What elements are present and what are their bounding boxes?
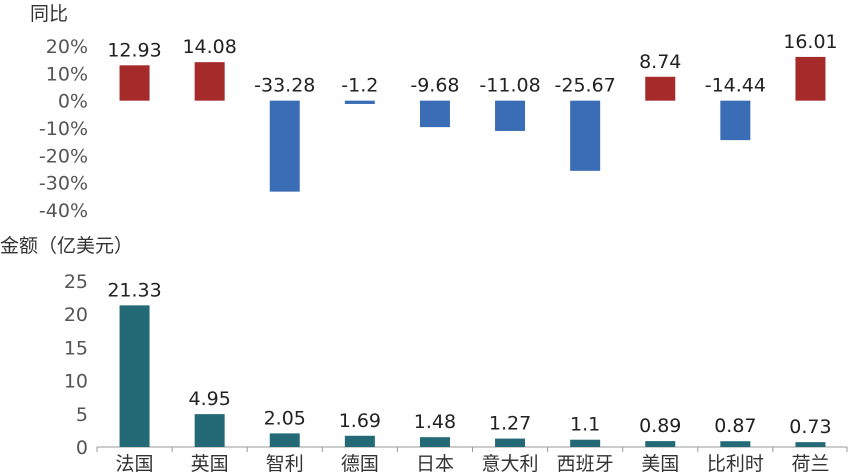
yoy-data-label: -1.2	[341, 75, 378, 97]
amount-data-label: 2.05	[264, 407, 306, 429]
yoy-bar	[419, 100, 450, 128]
top-y-tick-label: -20%	[39, 145, 88, 167]
amount-data-label: 1.1	[570, 414, 600, 436]
top-y-tick-label: -40%	[39, 200, 88, 222]
amount-bar-chart: 25 20 15 10 5 0 21.33 法国 4.95 英国 2.05 智利 1.69 德国 1.48 日…	[64, 271, 848, 474]
yoy-bar	[795, 56, 826, 101]
amount-data-label: 21.33	[107, 279, 161, 301]
bottom-y-tick-label: 25	[64, 271, 88, 293]
category-label: 德国	[341, 453, 379, 474]
amount-bar	[419, 437, 450, 447]
bottom-y-tick-label: 5	[76, 404, 88, 426]
top-chart-ylabel: 同比	[30, 3, 68, 25]
amount-bar	[495, 438, 526, 447]
bottom-y-tick-label: 15	[64, 337, 88, 359]
amount-bar	[344, 435, 375, 447]
yoy-bar	[344, 100, 375, 104]
category-label: 日本	[416, 453, 454, 474]
top-y-tick-label: -10%	[39, 118, 88, 140]
yoy-bar	[269, 100, 300, 192]
category-label: 意大利	[482, 453, 539, 474]
amount-bar	[795, 442, 826, 447]
top-y-tick-label: -30%	[39, 173, 88, 195]
yoy-data-label: -33.28	[254, 75, 315, 97]
amount-bar	[645, 441, 676, 447]
yoy-data-label: 16.01	[783, 31, 837, 53]
amount-data-label: 4.95	[188, 388, 230, 410]
bottom-y-tick-label: 10	[64, 371, 88, 393]
yoy-bar	[720, 100, 751, 141]
yoy-data-label: 12.93	[107, 39, 161, 61]
yoy-data-label: 8.74	[639, 51, 681, 73]
amount-data-label: 1.27	[489, 413, 531, 435]
amount-bar	[119, 305, 150, 447]
yoy-data-label: -11.08	[479, 75, 540, 97]
amount-bar	[720, 441, 751, 447]
amount-data-label: 1.69	[339, 410, 381, 432]
top-y-tick-label: 20%	[46, 36, 88, 58]
yoy-bar-chart: 20% 10% 0% -10% -20% -30% -40% 12.93 14.08 -33.28…	[39, 31, 838, 222]
yoy-bar	[570, 100, 601, 171]
amount-data-label: 0.89	[639, 415, 681, 437]
yoy-bar	[495, 100, 526, 131]
category-label: 比利时	[707, 453, 764, 474]
yoy-bar	[119, 65, 150, 101]
category-label: 荷兰	[791, 453, 829, 474]
bottom-chart-ylabel: 金额（亿美元）	[0, 235, 133, 257]
yoy-data-label: -25.67	[555, 75, 616, 97]
category-label: 英国	[191, 453, 229, 474]
bottom-y-tick-label: 0	[76, 437, 88, 459]
category-label: 美国	[641, 453, 679, 474]
amount-bar	[570, 439, 601, 447]
amount-bar	[194, 414, 225, 447]
yoy-bar	[645, 76, 676, 101]
amount-data-label: 0.87	[714, 415, 756, 437]
amount-bar	[269, 433, 300, 447]
bottom-y-tick-label: 20	[64, 304, 88, 326]
yoy-data-label: 14.08	[182, 36, 236, 58]
yoy-data-label: -14.44	[705, 75, 766, 97]
top-y-tick-label: 10%	[46, 63, 88, 85]
category-label: 智利	[266, 453, 304, 474]
amount-data-label: 1.48	[414, 411, 456, 433]
amount-data-label: 0.73	[789, 416, 831, 438]
category-label: 西班牙	[557, 453, 614, 474]
yoy-data-label: -9.68	[410, 75, 459, 97]
yoy-bar	[194, 62, 225, 101]
top-y-tick-label: 0%	[58, 91, 88, 113]
category-label: 法国	[116, 453, 154, 474]
